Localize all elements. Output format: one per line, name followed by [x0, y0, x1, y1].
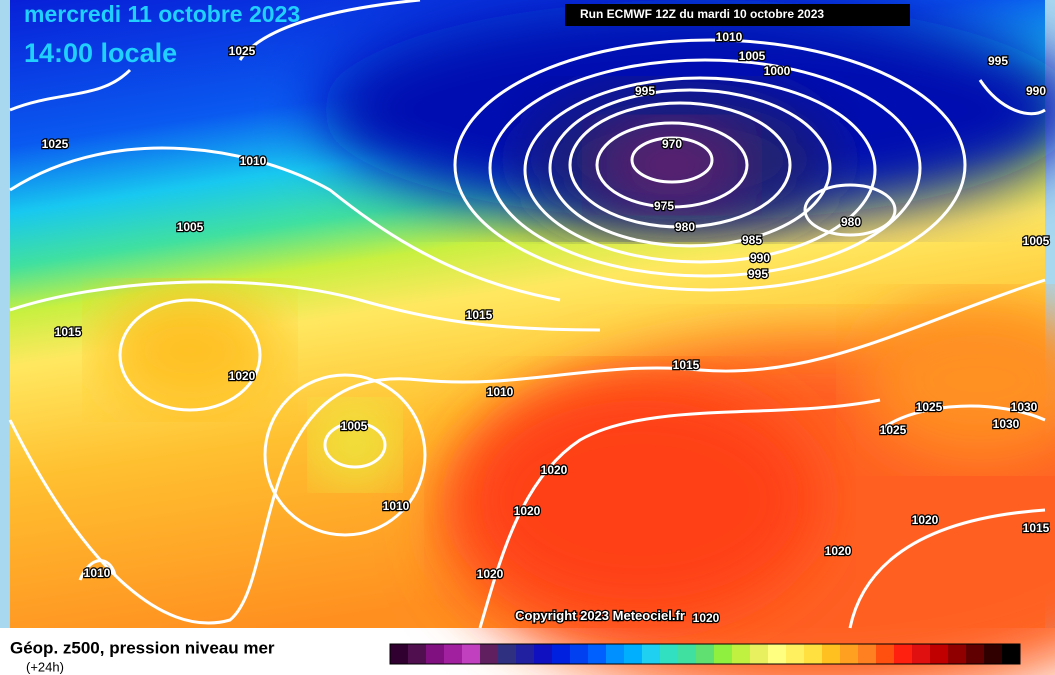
isobar-label: 1020	[693, 611, 720, 625]
isobar-label: 1015	[466, 308, 493, 322]
isobar-label: 1005	[341, 419, 368, 433]
color-swatch	[786, 644, 805, 664]
color-swatch	[444, 644, 463, 664]
isobar-label: 1030	[1011, 400, 1038, 414]
color-swatch	[966, 644, 985, 664]
run-box	[565, 4, 910, 26]
footer-title: Géop. z500, pression niveau mer	[10, 638, 275, 657]
color-swatch	[390, 644, 409, 664]
color-swatch	[480, 644, 499, 664]
isobar-label: 1020	[912, 513, 939, 527]
isobar-label: 1025	[916, 400, 943, 414]
isobar-label: 1020	[541, 463, 568, 477]
isobar-label: 1005	[1023, 234, 1050, 248]
isobar-label: 980	[841, 215, 861, 229]
scale-border	[389, 643, 1021, 665]
isobar-label: 1020	[514, 504, 541, 518]
isobar-label: 980	[675, 220, 695, 234]
isobar-label: 1020	[477, 567, 504, 581]
isobar-label: 990	[750, 251, 770, 265]
time: 14:00 locale	[24, 38, 177, 68]
isobar-label: 985	[742, 233, 762, 247]
isobar-label: 1005	[177, 220, 204, 234]
isobar-label: 1010	[487, 385, 514, 399]
isobar-label: 995	[748, 267, 768, 281]
isobars	[8, 0, 1046, 629]
color-swatch	[624, 644, 643, 664]
footer-lead: (+24h)	[26, 659, 64, 674]
color-swatch	[426, 644, 445, 664]
color-swatch	[696, 644, 715, 664]
isobar-label: 1010	[240, 154, 267, 168]
color-swatch	[804, 644, 823, 664]
isobar-label: 1020	[825, 544, 852, 558]
color-swatch	[768, 644, 787, 664]
isobar-label: 1010	[716, 30, 743, 44]
isobar-label: 975	[654, 199, 674, 213]
isobar-label: 1025	[229, 44, 256, 58]
color-swatch	[588, 644, 607, 664]
isobar-label: 995	[988, 54, 1008, 68]
color-swatch	[462, 644, 481, 664]
color-swatch	[930, 644, 949, 664]
color-swatch	[678, 644, 697, 664]
color-swatch	[840, 644, 859, 664]
date: mercredi 11 octobre 2023	[24, 1, 300, 27]
isobar-label: 1015	[1023, 521, 1050, 535]
isobar-label: 1005	[739, 49, 766, 63]
field	[10, 0, 1055, 675]
color-swatch	[732, 644, 751, 664]
color-swatch	[912, 644, 931, 664]
color-swatch	[408, 644, 427, 664]
color-swatch	[642, 644, 661, 664]
isobar-label: 1030	[993, 417, 1020, 431]
isobar-label: 1010	[383, 499, 410, 513]
color-swatch	[534, 644, 553, 664]
isobar-label: 1025	[42, 137, 69, 151]
color-swatch	[516, 644, 535, 664]
color-swatch	[750, 644, 769, 664]
isobar-label: 1015	[673, 358, 700, 372]
color-scale	[389, 643, 1021, 665]
isobar-label: 995	[635, 84, 655, 98]
isobar-labels: 1025 1025 1010 1005 1015 1020 1015 1010 1005 1010…	[40, 29, 1051, 627]
isobar-label: 1020	[229, 369, 256, 383]
isobar-label: 970	[662, 137, 682, 151]
isobar-label: 990	[1026, 84, 1046, 98]
color-swatch	[858, 644, 877, 664]
color-swatch	[894, 644, 913, 664]
isobar-label: 1000	[764, 64, 791, 78]
color-swatch	[570, 644, 589, 664]
color-swatch	[876, 644, 895, 664]
color-swatch	[552, 644, 571, 664]
color-swatch	[1002, 644, 1021, 664]
copyright: Copyright 2023 Meteociel.fr	[515, 608, 685, 623]
color-swatch	[984, 644, 1003, 664]
color-swatch	[948, 644, 967, 664]
color-swatch	[606, 644, 625, 664]
run-info: Run ECMWF 12Z du mardi 10 octobre 2023	[580, 7, 824, 21]
isobar-label: 1015	[55, 325, 82, 339]
color-swatch	[660, 644, 679, 664]
isobar-label: 1025	[880, 423, 907, 437]
isobar-label: 1010	[84, 566, 111, 580]
color-swatch	[822, 644, 841, 664]
color-swatch	[714, 644, 733, 664]
color-swatch	[498, 644, 517, 664]
